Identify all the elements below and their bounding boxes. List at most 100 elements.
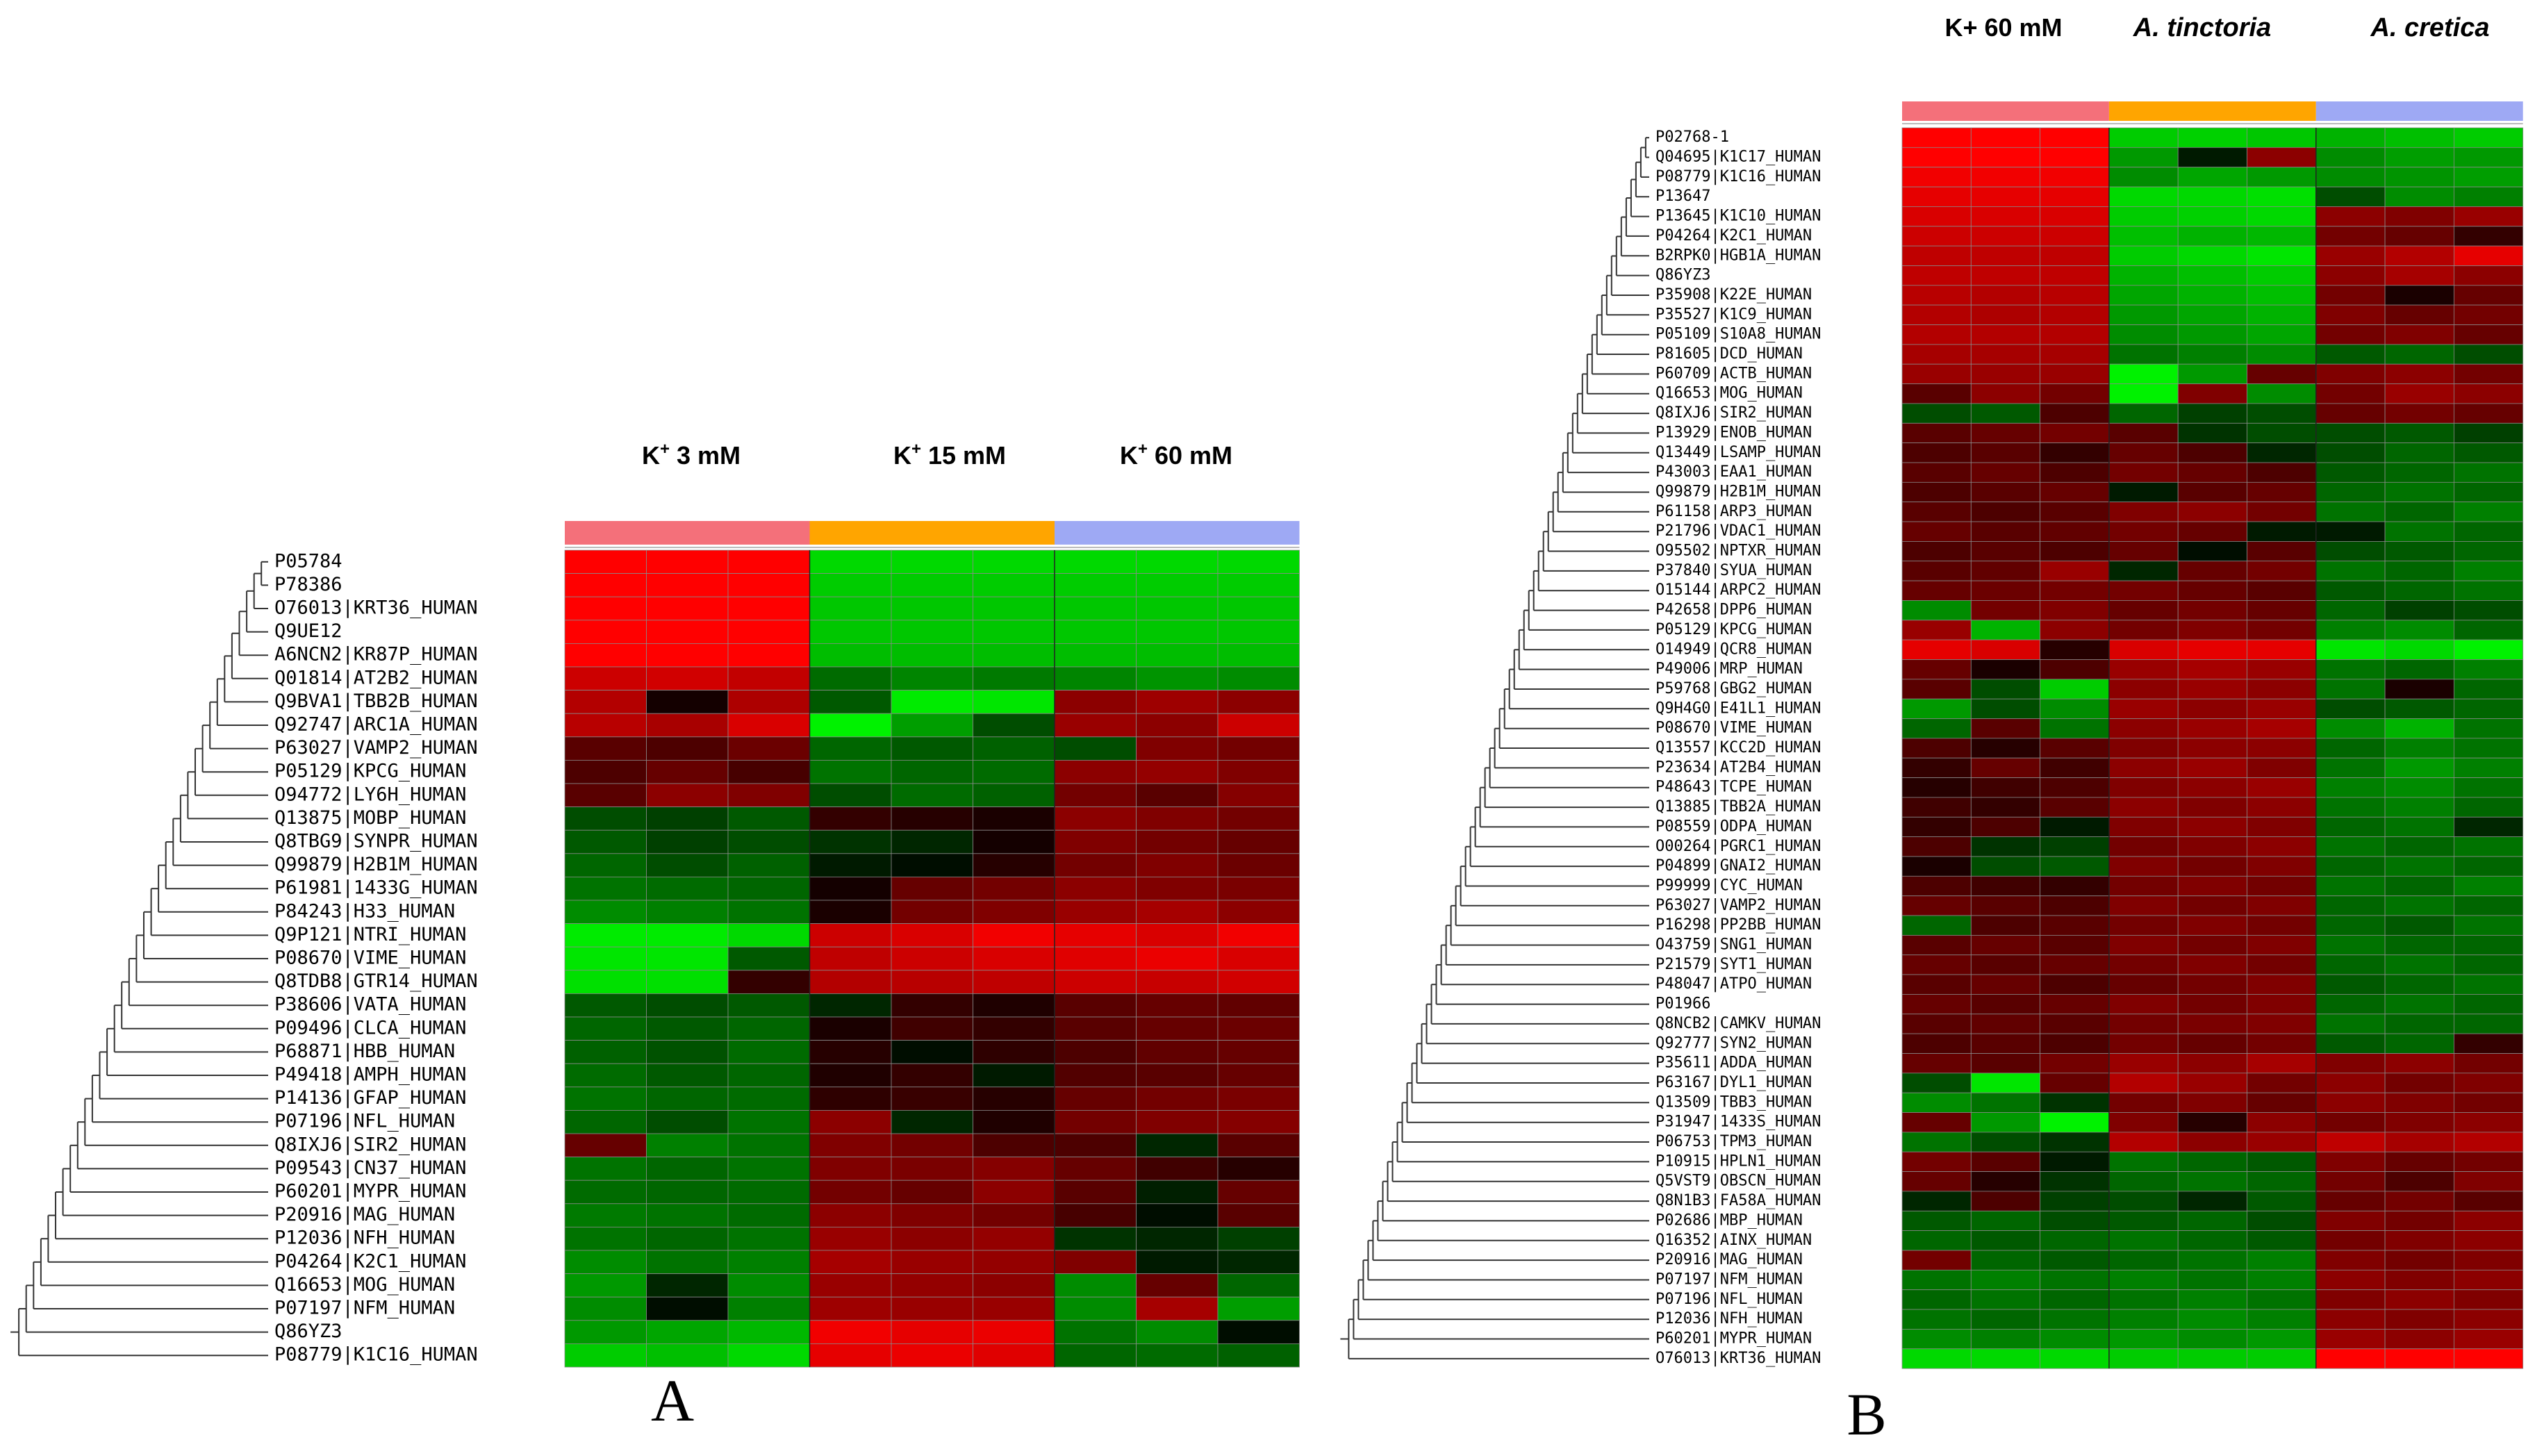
- heatmap-cell: [646, 1273, 729, 1298]
- heatmap-cell: [2108, 1092, 2179, 1113]
- heatmap-cell: [2177, 186, 2247, 207]
- heatmap-cell: [1901, 226, 1972, 247]
- heatmap-cell: [727, 1296, 810, 1321]
- heatmap-cell: [2384, 974, 2454, 995]
- heatmap-cell: [1217, 853, 1300, 877]
- heatmap-cell: [1054, 620, 1137, 644]
- heatmap-cell: [2315, 226, 2386, 247]
- heatmap-cell: [809, 736, 892, 761]
- heatmap-cell: [2315, 1092, 2386, 1113]
- heatmap-cell: [1901, 1230, 1972, 1251]
- row-label: P20916|MAG_HUMAN: [274, 1204, 455, 1225]
- heatmap-cell: [973, 877, 1055, 901]
- heatmap-cell: [2177, 1329, 2247, 1350]
- heatmap-cell: [1901, 797, 1972, 818]
- heatmap-cell: [1901, 620, 1972, 640]
- heatmap-cell: [891, 1157, 973, 1181]
- heatmap-cell: [727, 1157, 810, 1181]
- heatmap-cell: [564, 1227, 647, 1251]
- heatmap-cell: [2108, 639, 2179, 660]
- heatmap-cell: [1136, 806, 1219, 831]
- heatmap-cell: [1901, 1329, 1972, 1350]
- heatmap-cell: [2040, 1191, 2110, 1211]
- panel-letter-b: B: [1847, 1381, 1886, 1448]
- heatmap-cell: [2108, 1348, 2179, 1369]
- heatmap-cell: [891, 1016, 973, 1041]
- heatmap-panel-b: K+ 60 mM A. tinctoria A. cretica P02768-1 Q0…: [1340, 13, 2524, 1448]
- heatmap-cell: [2177, 1132, 2247, 1152]
- row-label: Q13449|LSAMP_HUMAN: [1655, 444, 1821, 461]
- heatmap-cell: [1901, 324, 1972, 345]
- heatmap-cell: [2315, 935, 2386, 956]
- heatmap-cell: [1970, 265, 2041, 286]
- row-label: A6NCN2|KR87P_HUMAN: [274, 644, 478, 665]
- heatmap-cell: [2453, 541, 2524, 562]
- heatmap-cell: [727, 1180, 810, 1205]
- heatmap-cell: [2108, 1053, 2179, 1074]
- heatmap-cell: [2384, 403, 2454, 424]
- heatmap-cell: [1217, 620, 1300, 644]
- heatmap-cell: [2384, 777, 2454, 798]
- heatmap-cell: [2247, 1132, 2317, 1152]
- group-title-b-1: A. tinctoria: [2133, 13, 2271, 42]
- row-label: P63167|DYL1_HUMAN: [1655, 1074, 1812, 1091]
- heatmap-cell: [2040, 954, 2110, 975]
- heatmap-cell: [2453, 226, 2524, 247]
- heatmap-cell: [2177, 206, 2247, 227]
- row-label: P49418|AMPH_HUMAN: [274, 1064, 466, 1086]
- heatmap-cell: [1970, 344, 2041, 365]
- heatmap-cell: [2040, 442, 2110, 463]
- group-title-a-2: K+ 60 mM: [1120, 440, 1232, 470]
- heatmap-cell: [2040, 383, 2110, 404]
- heatmap-cell: [2108, 422, 2179, 444]
- heatmap-cell: [2108, 147, 2179, 168]
- heatmap-cell: [564, 1273, 647, 1298]
- heatmap-cell: [2247, 1269, 2317, 1291]
- heatmap-cell: [1970, 816, 2041, 838]
- heatmap-cell: [891, 643, 973, 668]
- heatmap-cell: [809, 1273, 892, 1298]
- heatmap-cell: [1217, 1157, 1300, 1181]
- heatmap-cell: [2247, 1053, 2317, 1074]
- heatmap-cell: [891, 1063, 973, 1088]
- heatmap-cell: [2040, 403, 2110, 424]
- heatmap-cell: [809, 1296, 892, 1321]
- heatmap-cell: [2040, 304, 2110, 325]
- row-label: Q8IXJ6|SIR2_HUMAN: [1655, 404, 1812, 422]
- heatmap-cell: [2315, 186, 2386, 207]
- heatmap-cell: [2384, 206, 2454, 227]
- heatmap-cell: [727, 783, 810, 807]
- heatmap-cell: [646, 736, 729, 761]
- heatmap-cell: [2384, 816, 2454, 838]
- heatmap-cell: [2453, 147, 2524, 168]
- heatmap-cell: [2177, 915, 2247, 936]
- group-title-rest: 60 mM: [1148, 441, 1232, 470]
- heatmap-cell: [2453, 935, 2524, 956]
- heatmap-cell: [2040, 836, 2110, 857]
- heatmap-cell: [1970, 974, 2041, 995]
- row-label: P12036|NFH_HUMAN: [274, 1227, 455, 1249]
- row-label: Q8TBG9|SYNPR_HUMAN: [274, 831, 478, 852]
- heatmap-cell: [2108, 561, 2179, 581]
- heatmap-cell: [2453, 698, 2524, 720]
- heatmap-cell: [2453, 1250, 2524, 1271]
- heatmap-cell: [2384, 895, 2454, 916]
- heatmap-cell: [2384, 1191, 2454, 1211]
- heatmap-cell: [973, 760, 1055, 784]
- row-label: P08559|ODPA_HUMAN: [1655, 818, 1812, 835]
- heatmap-cell: [2040, 1210, 2110, 1232]
- row-label: P07196|NFL_HUMAN: [274, 1111, 455, 1132]
- heatmap-cell: [2315, 265, 2386, 286]
- row-label: O15144|ARPC2_HUMAN: [1655, 581, 1821, 599]
- heatmap-cell: [1901, 1309, 1972, 1330]
- heatmap-cell: [1054, 1040, 1137, 1064]
- heatmap-cell: [2384, 541, 2454, 562]
- heatmap-cell: [564, 1250, 647, 1274]
- heatmap-cell: [2108, 757, 2179, 778]
- row-label: Q13509|TBB3_HUMAN: [1655, 1093, 1812, 1111]
- heatmap-cell: [2040, 226, 2110, 247]
- heatmap-cell: [2453, 777, 2524, 798]
- heatmap-cell: [727, 1320, 810, 1344]
- row-labels-a: P05784P78386O76013|KRT36_HUMANQ9UE12A6NC…: [274, 550, 478, 1365]
- heatmap-cell: [2453, 561, 2524, 581]
